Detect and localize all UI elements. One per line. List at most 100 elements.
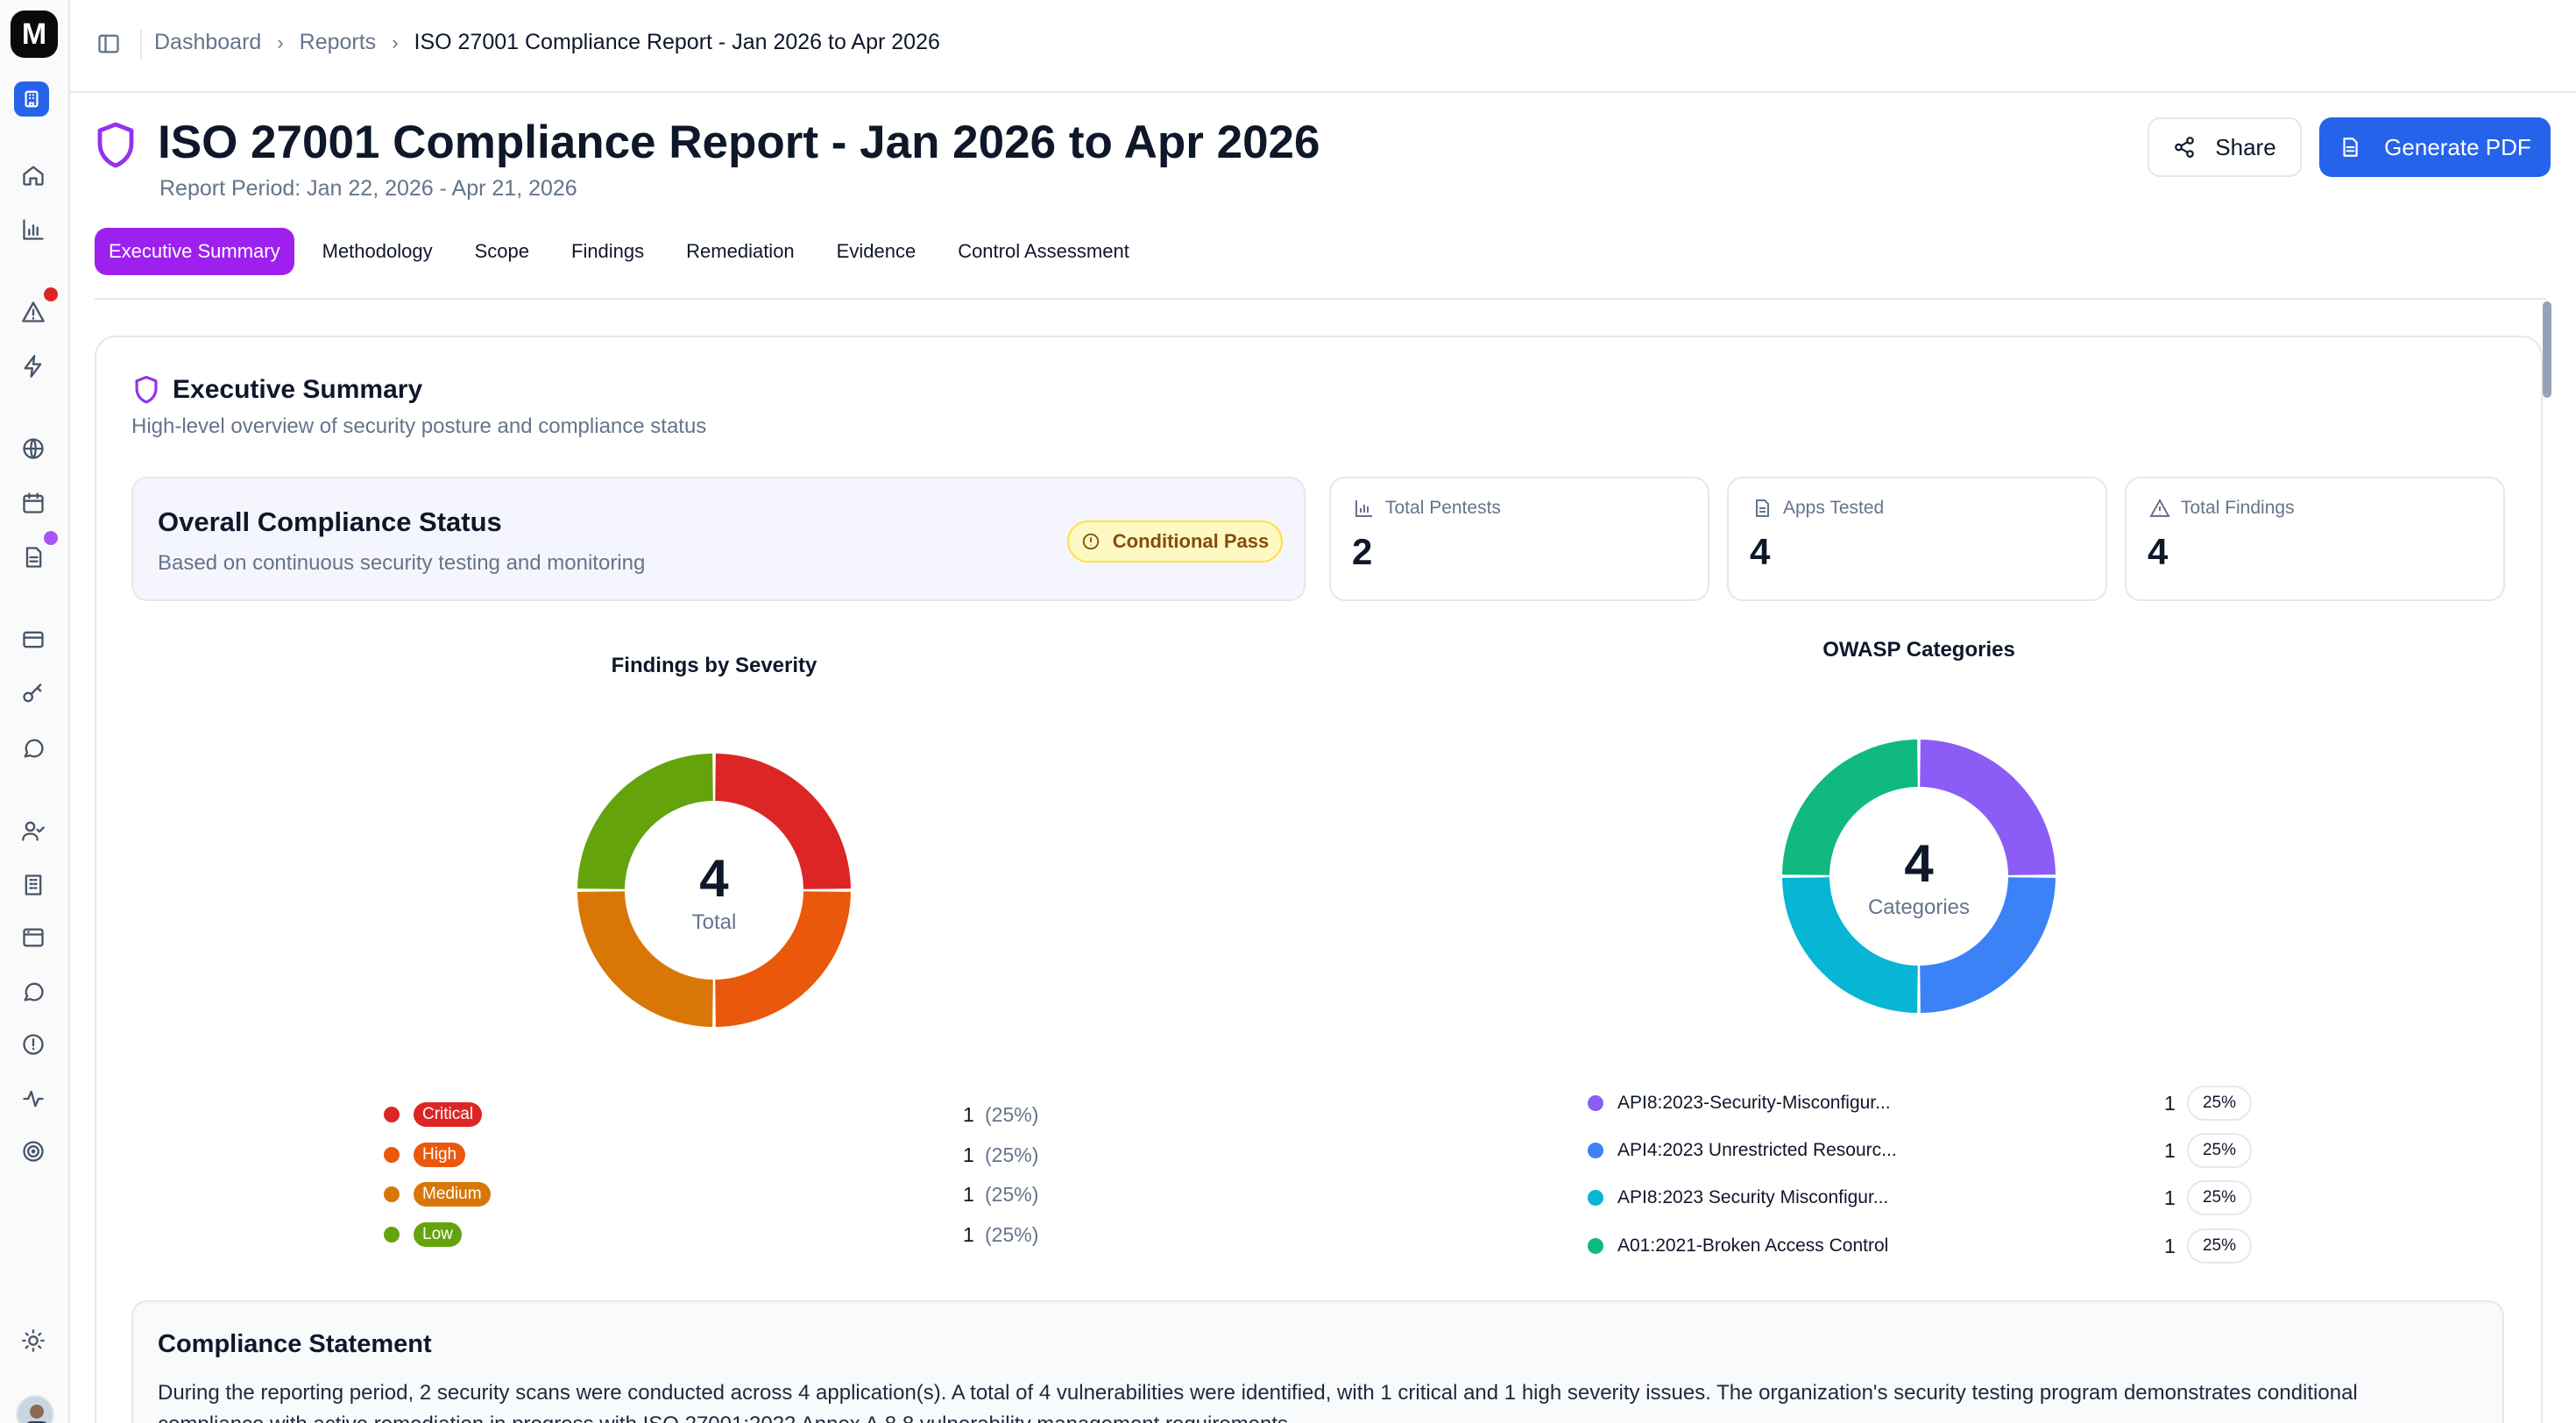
owasp-slice-4[interactable]	[1782, 740, 1918, 875]
owasp-donut-center: 4 Categories	[1868, 838, 1970, 920]
severity-pill: Low	[414, 1222, 462, 1247]
severity-legend-row: High 1 (25%)	[384, 1140, 1050, 1170]
severity-count: 1	[963, 1143, 974, 1166]
owasp-category-name: API8:2023-Security-Misconfigur...	[1617, 1093, 1891, 1113]
breadcrumb-dashboard[interactable]: Dashboard	[154, 30, 262, 54]
sidebar: M	[0, 0, 70, 1423]
severity-legend-row: Low 1 (25%)	[384, 1220, 1050, 1250]
chevron-right-icon: ›	[277, 31, 284, 53]
bolt-icon[interactable]	[19, 352, 47, 380]
status-subtitle: Based on continuous security testing and…	[158, 551, 646, 575]
owasp-slice-2[interactable]	[1920, 877, 2056, 1013]
severity-pill: Critical	[414, 1102, 483, 1127]
share-button[interactable]: Share	[2148, 117, 2302, 177]
owasp-chart-title: OWASP Categories	[1822, 638, 2015, 662]
severity-percent: (25%)	[985, 1182, 1039, 1206]
shield-icon	[135, 375, 158, 404]
stat-label: Total Findings	[2181, 498, 2295, 518]
breadcrumb: Dashboard › Reports › ISO 27001 Complian…	[154, 30, 940, 55]
key-icon[interactable]	[19, 680, 47, 708]
sun-icon[interactable]	[19, 1327, 47, 1355]
owasp-percent-badge: 25%	[2187, 1133, 2252, 1168]
generate-pdf-button[interactable]: Generate PDF	[2319, 117, 2551, 177]
globe-icon[interactable]	[19, 435, 47, 463]
tab-remediation[interactable]: Remediation	[686, 240, 795, 262]
tab-scope[interactable]: Scope	[474, 240, 529, 262]
alert-icon	[2149, 498, 2170, 517]
breadcrumb-reports[interactable]: Reports	[299, 30, 377, 54]
tab-findings[interactable]: Findings	[571, 240, 645, 262]
target-icon[interactable]	[19, 1137, 47, 1165]
severity-count: 1	[963, 1182, 974, 1206]
document-notification-dot	[44, 531, 58, 545]
owasp-count: 1	[2164, 1234, 2176, 1257]
severity-slice-1[interactable]	[715, 754, 851, 889]
severity-slice-2[interactable]	[715, 891, 851, 1027]
generate-pdf-label: Generate PDF	[2384, 133, 2531, 160]
severity-percent: (25%)	[985, 1222, 1039, 1246]
info-circle-icon	[1082, 533, 1099, 550]
owasp-legend-row: API8:2023 Security Misconfigur... 1 25%	[1588, 1180, 2254, 1215]
severity-donut-chart	[577, 754, 851, 1027]
severity-count: 1	[963, 1102, 974, 1126]
severity-count: 1	[963, 1222, 974, 1246]
tab-methodology[interactable]: Methodology	[322, 240, 433, 262]
info-circle-icon[interactable]	[19, 1030, 47, 1058]
statement-title: Compliance Statement	[158, 1330, 432, 1358]
chat-icon[interactable]	[19, 734, 47, 762]
stat-apps-tested: Apps Tested 4	[1727, 477, 2107, 601]
severity-slice-3[interactable]	[577, 891, 713, 1027]
stat-total-pentests: Total Pentests 2	[1329, 477, 1709, 601]
breadcrumb-current: ISO 27001 Compliance Report - Jan 2026 t…	[414, 30, 940, 54]
tab-control-assessment[interactable]: Control Assessment	[958, 240, 1129, 262]
document-icon	[1756, 499, 1769, 517]
owasp-category-name: A01:2021-Broken Access Control	[1617, 1235, 1889, 1256]
stat-value: 2	[1352, 531, 1373, 572]
owasp-total-value: 4	[1904, 834, 1934, 893]
compliance-statement: Compliance Statement During the reportin…	[131, 1300, 2504, 1423]
severity-legend-row: Medium 1 (25%)	[384, 1179, 1050, 1209]
user-check-icon[interactable]	[19, 817, 47, 845]
building-icon[interactable]	[19, 871, 47, 899]
tab-executive-summary[interactable]: Executive Summary	[95, 228, 294, 275]
activity-icon[interactable]	[19, 1085, 47, 1113]
legend-color-dot	[384, 1107, 400, 1122]
owasp-category-name: API8:2023 Security Misconfigur...	[1617, 1187, 1889, 1207]
status-badge-label: Conditional Pass	[1112, 530, 1270, 552]
card-icon[interactable]	[19, 626, 47, 654]
status-badge: Conditional Pass	[1067, 520, 1283, 563]
stat-label: Total Pentests	[1385, 498, 1501, 518]
message-icon[interactable]	[19, 978, 47, 1006]
compliance-status-panel: Overall Compliance Status Based on conti…	[131, 477, 1306, 601]
tab-evidence[interactable]: Evidence	[836, 240, 916, 262]
document-icon[interactable]	[19, 543, 47, 571]
section-title: Executive Summary	[173, 375, 423, 404]
owasp-donut-chart	[1782, 740, 2056, 1013]
legend-color-dot	[1588, 1190, 1603, 1206]
severity-slice-4[interactable]	[577, 754, 713, 889]
divider	[140, 30, 142, 60]
owasp-legend-row: A01:2021-Broken Access Control 1 25%	[1588, 1228, 2254, 1264]
owasp-slice-3[interactable]	[1782, 877, 1918, 1013]
app-logo[interactable]: M	[11, 11, 58, 58]
owasp-percent-badge: 25%	[2187, 1086, 2252, 1121]
alert-icon[interactable]	[19, 298, 47, 326]
chart-icon[interactable]	[19, 216, 47, 244]
legend-color-dot	[1588, 1143, 1603, 1158]
calendar-icon[interactable]	[19, 489, 47, 517]
severity-percent: (25%)	[985, 1102, 1039, 1126]
scrollbar-thumb[interactable]	[2543, 301, 2551, 398]
severity-percent: (25%)	[985, 1143, 1039, 1166]
owasp-percent-badge: 25%	[2187, 1180, 2252, 1215]
owasp-count: 1	[2164, 1138, 2176, 1162]
severity-chart-title: Findings by Severity	[611, 654, 817, 677]
organization-icon[interactable]	[14, 81, 49, 117]
user-avatar[interactable]	[16, 1395, 54, 1423]
home-icon[interactable]	[19, 161, 47, 189]
stat-total-findings: Total Findings 4	[2125, 477, 2505, 601]
owasp-slice-1[interactable]	[1920, 740, 2056, 875]
sidebar-toggle-icon[interactable]	[96, 32, 126, 58]
stat-label: Apps Tested	[1783, 498, 1885, 518]
browser-icon[interactable]	[19, 924, 47, 952]
status-title: Overall Compliance Status	[158, 506, 502, 537]
